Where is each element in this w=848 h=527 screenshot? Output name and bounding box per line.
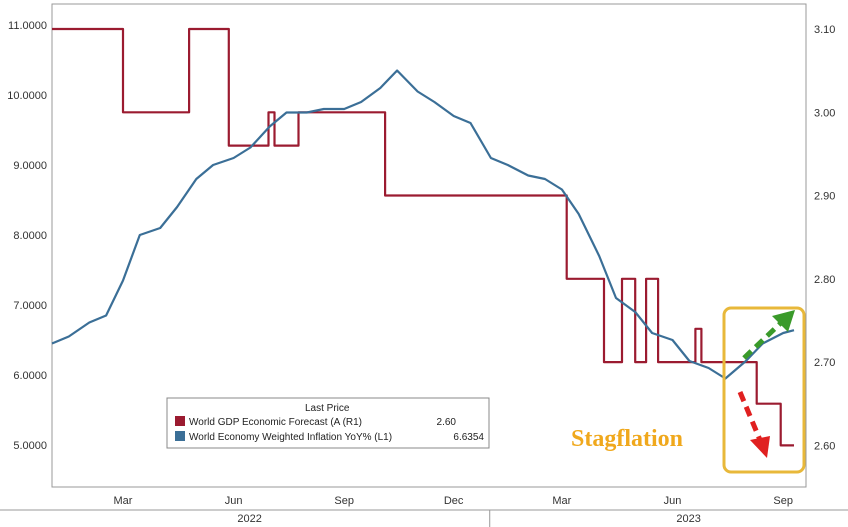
x-tick-label: Mar (552, 495, 571, 507)
x-tick-label: Mar (113, 495, 132, 507)
x-tick-label: Jun (664, 495, 682, 507)
left-tick-label: 7.0000 (13, 300, 47, 312)
legend-value-inflation: 6.6354 (453, 432, 484, 443)
down-arrow-head (750, 436, 770, 458)
right-tick-label: 3.10 (814, 24, 835, 36)
legend-value-gdp: 2.60 (437, 417, 457, 428)
down-arrow (737, 391, 763, 441)
right-axis-ticks: 3.10 3.00 2.90 2.80 2.70 2.60 (814, 24, 835, 452)
gdp-forecast-line (52, 27, 794, 447)
up-arrow-head (772, 310, 795, 332)
left-tick-label: 8.0000 (13, 230, 47, 242)
up-arrow (742, 316, 788, 360)
x-tick-label: Sep (334, 495, 354, 507)
legend-swatch-gdp (175, 416, 185, 426)
right-tick-label: 3.00 (814, 107, 835, 119)
left-tick-label: 5.0000 (13, 440, 47, 452)
legend-box (166, 397, 490, 449)
left-tick-label: 6.0000 (13, 370, 47, 382)
right-tick-label: 2.60 (814, 440, 835, 452)
left-tick-label: 9.0000 (13, 160, 47, 172)
legend: Last Price World GDP Economic Forecast (… (166, 397, 490, 449)
legend-label-inflation: World Economy Weighted Inflation YoY% (L… (189, 432, 392, 443)
left-tick-label: 11.0000 (8, 20, 47, 32)
x-tick-label: Jun (225, 495, 243, 507)
series-lines (51, 27, 795, 447)
x-axis-ticks: Mar Jun Sep Dec Mar Jun Sep 2022 2023 (113, 495, 793, 527)
right-tick-label: 2.90 (814, 191, 835, 203)
legend-label-gdp: World GDP Economic Forecast (A (R1) (189, 417, 362, 428)
left-axis-ticks: 11.0000 10.0000 9.0000 8.0000 7.0000 6.0000 5.… (7, 20, 47, 452)
x-tick-label: Dec (444, 495, 464, 507)
annotation-label: Stagflation (571, 426, 683, 452)
inflation-line (51, 69, 795, 380)
x-year-label: 2022 (237, 513, 261, 525)
x-year-label: 2023 (676, 513, 700, 525)
legend-title: Last Price (305, 403, 350, 414)
legend-swatch-inflation (175, 431, 185, 441)
right-tick-label: 2.80 (814, 274, 835, 286)
x-tick-label: Sep (773, 495, 793, 507)
right-tick-label: 2.70 (814, 357, 835, 369)
left-tick-label: 10.0000 (7, 90, 47, 102)
highlight-box (722, 306, 806, 474)
